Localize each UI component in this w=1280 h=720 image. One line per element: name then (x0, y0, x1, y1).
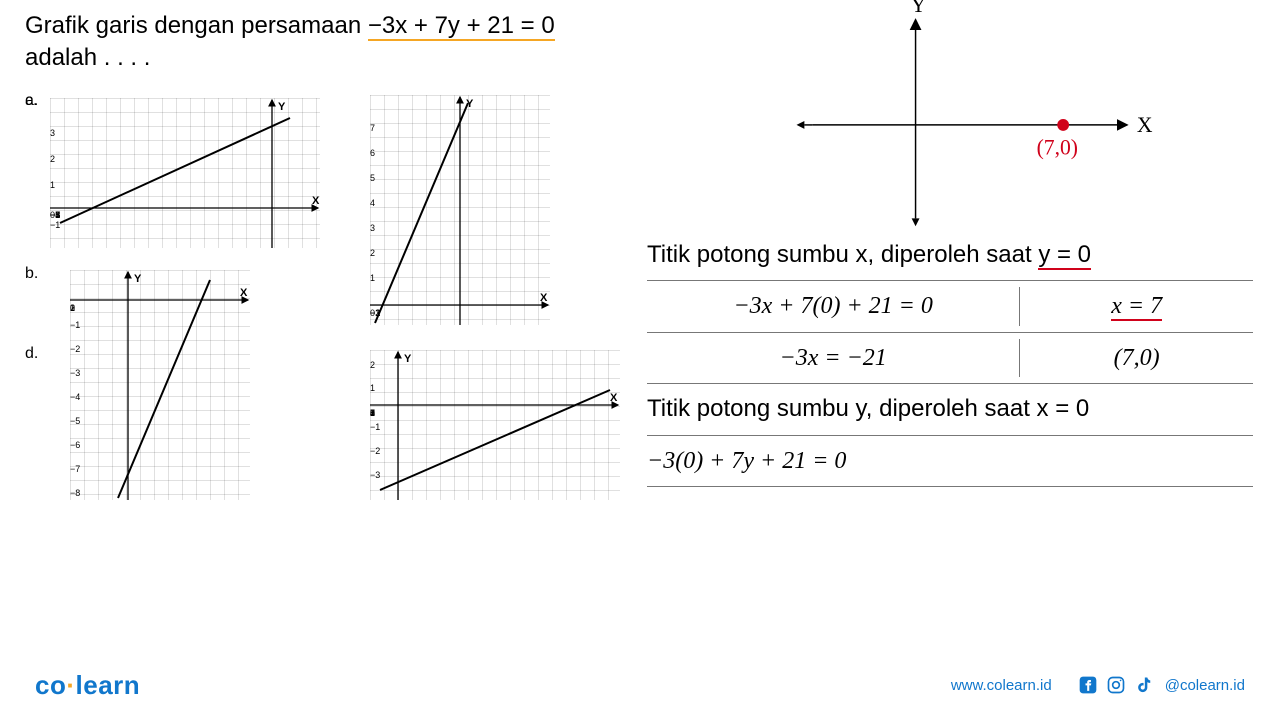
social-icons: @colearn.id (1077, 674, 1245, 696)
svg-text:X: X (540, 292, 548, 304)
website-url: www.colearn.id (951, 677, 1052, 694)
math-working: Titik potong sumbu x, diperoleh saat y =… (645, 230, 1255, 487)
eq-row-2: −3x = −21 (7,0) (647, 333, 1253, 384)
eq-row-3: −3(0) + 7y + 21 = 0 (647, 436, 1253, 487)
instagram-icon (1105, 674, 1127, 696)
question-and-options: Grafik garis dengan persamaan −3x + 7y +… (25, 10, 625, 620)
svg-text:X: X (610, 392, 618, 404)
option-c-graph: Y X −3 −2 −1 0 −1 7 6 5 4 3 2 1 (370, 95, 550, 325)
main-coordinate-axes: Y X (7,0) (645, 10, 1255, 230)
solution-panel: Y X (7,0) Titik potong sumbu x, diperole… (625, 10, 1255, 620)
intercept-y-heading: Titik potong sumbu y, diperoleh saat x =… (647, 384, 1253, 435)
option-d-label: d. (25, 345, 38, 363)
logo: co·learn (35, 670, 140, 701)
option-b-graph: Y X 0 1 2 3 −1 −2 −3 −4 −5 −6 −7 −8 (70, 270, 250, 500)
svg-text:Y: Y (404, 353, 412, 365)
option-b-label: b. (25, 265, 38, 283)
question-prefix: Grafik garis dengan persamaan (25, 12, 368, 39)
svg-text:Y: Y (466, 98, 474, 110)
intercept-x-heading: Titik potong sumbu x, diperoleh saat y =… (647, 230, 1253, 281)
eq2-left: −3x = −21 (780, 345, 887, 371)
eq-row-1: −3x + 7(0) + 21 = 0 x = 7 (647, 281, 1253, 332)
point-label: (7,0) (1037, 135, 1078, 159)
x-axis-label: X (1137, 113, 1153, 137)
eq1-left: −3x + 7(0) + 21 = 0 (733, 293, 932, 319)
y-axis-label: Y (911, 0, 927, 17)
svg-text:Y: Y (134, 273, 142, 285)
option-a-graph: Y X −8 −7 −6 −5 −4 −3 −2 −1 0 3 2 1 −1 (50, 98, 320, 248)
facebook-icon (1077, 674, 1099, 696)
option-c-label: c. (25, 92, 37, 110)
question-equation: −3x + 7y + 21 = 0 (368, 12, 555, 41)
footer: co·learn www.colearn.id @colearn.id (0, 650, 1280, 720)
question-line2: adalah . . . . (25, 44, 150, 71)
option-d-graph: Y X 0 1 2 3 4 5 6 7 2 1 −1 −2 −3 (370, 350, 620, 500)
svg-text:Y: Y (278, 101, 286, 113)
eq2-right: (7,0) (1114, 345, 1160, 371)
question-text: Grafik garis dengan persamaan −3x + 7y +… (25, 10, 625, 75)
svg-text:X: X (240, 287, 248, 299)
tiktok-icon (1133, 674, 1155, 696)
eq1-right: x = 7 (1111, 293, 1162, 321)
svg-text:X: X (312, 195, 320, 207)
social-handle: @colearn.id (1165, 677, 1245, 694)
